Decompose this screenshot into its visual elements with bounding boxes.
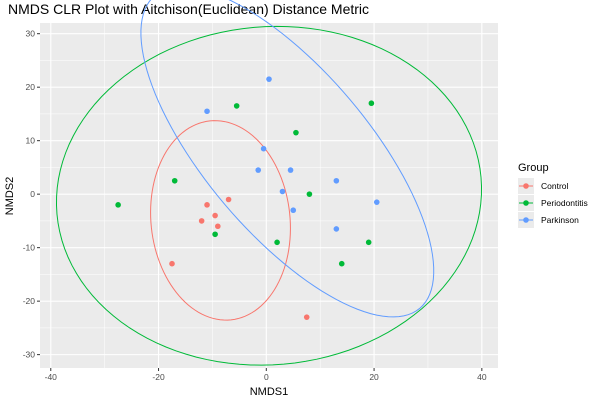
point-periodontitis: [293, 129, 299, 136]
point-parkinson: [333, 177, 340, 184]
point-parkinson: [266, 76, 272, 82]
data-marks: [55, 0, 483, 366]
point-periodontitis: [338, 260, 345, 267]
legend-key-point: [523, 183, 529, 189]
point-parkinson: [204, 108, 210, 115]
legend-key-point: [523, 200, 529, 206]
point-control: [215, 223, 221, 230]
point-periodontitis: [212, 231, 218, 238]
point-control: [303, 314, 310, 320]
y-tick-label: -20: [23, 296, 36, 306]
y-tick-label: 30: [26, 29, 36, 39]
point-parkinson: [279, 188, 286, 195]
x-tick-label: 0: [264, 372, 269, 382]
point-control: [212, 212, 218, 219]
y-tick-label: -10: [23, 243, 36, 253]
y-axis-title: NMDS2: [4, 177, 16, 216]
point-parkinson: [333, 226, 340, 232]
ellipse-periodontitis: [55, 25, 483, 366]
y-tick-label: -30: [23, 350, 36, 360]
point-parkinson: [255, 167, 262, 173]
point-periodontitis: [368, 100, 375, 107]
point-parkinson: [373, 199, 380, 205]
ellipse-parkinson: [140, 0, 435, 318]
legend-label-periodontitis: Periodontitis: [541, 198, 588, 208]
x-tick-label: -20: [152, 372, 165, 382]
x-tick-label: 40: [477, 372, 487, 382]
x-tick-label: -40: [45, 372, 58, 382]
point-periodontitis: [306, 191, 313, 197]
legend-label-parkinson: Parkinson: [541, 215, 579, 225]
x-tick-label: 20: [369, 372, 379, 382]
panel-background: [40, 23, 498, 368]
x-axis-title: NMDS1: [250, 386, 289, 398]
y-tick-label: 10: [26, 136, 36, 146]
point-periodontitis: [365, 239, 372, 246]
point-control: [204, 202, 210, 208]
ellipse-control: [150, 120, 291, 321]
point-periodontitis: [233, 103, 240, 109]
point-control: [198, 218, 205, 224]
point-periodontitis: [274, 239, 280, 246]
point-periodontitis: [115, 202, 121, 208]
point-parkinson: [287, 167, 294, 173]
point-parkinson: [260, 145, 267, 152]
axes: -40 -20 0 20 40 -30 -20 -10 0 10 20 30: [23, 29, 487, 382]
legend: Group Control Periodontitis Parkinson: [518, 162, 588, 228]
point-control: [225, 196, 232, 203]
y-tick-label: 20: [26, 82, 36, 92]
legend-title: Group: [518, 162, 549, 174]
point-control: [169, 260, 175, 267]
point-periodontitis: [171, 177, 178, 184]
y-tick-label: 0: [30, 189, 35, 199]
legend-key-point: [523, 217, 529, 223]
point-parkinson: [290, 207, 297, 214]
plot-panel: [40, 23, 498, 368]
legend-label-control: Control: [541, 181, 569, 191]
chart-title: NMDS CLR Plot with Aitchison(Euclidean) …: [8, 1, 369, 17]
